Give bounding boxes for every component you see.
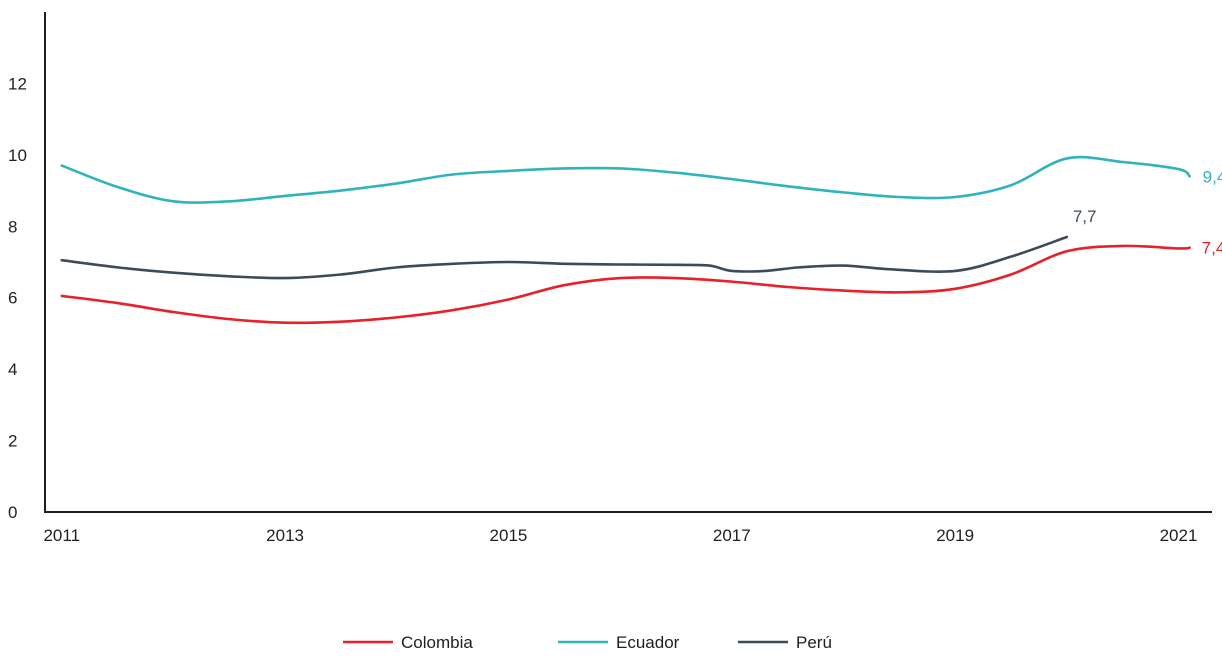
legend: Colombia Ecuador Perú — [343, 633, 832, 652]
y-tick-label: 10 — [8, 146, 27, 165]
x-tick-label: 2021 — [1160, 526, 1198, 545]
x-tick-label: 2017 — [713, 526, 751, 545]
x-tick-label: 2013 — [266, 526, 304, 545]
y-tick-label: 0 — [8, 503, 17, 522]
y-tick-labels: 0 2 4 6 8 10 12 — [8, 74, 27, 522]
legend-label-peru: Perú — [796, 633, 832, 652]
x-tick-labels: 2011 2013 2015 2017 2019 2021 — [43, 526, 1197, 545]
y-tick-label: 6 — [8, 289, 17, 308]
x-tick-label: 2015 — [490, 526, 528, 545]
series-line-colombia — [60, 244, 1191, 325]
series-line-peru — [60, 235, 1069, 280]
y-tick-label: 2 — [8, 432, 17, 451]
legend-label-colombia: Colombia — [401, 633, 473, 652]
end-labels: 7,4 9,4 7,7 — [1073, 167, 1222, 257]
end-label-ecuador: 9,4 — [1203, 167, 1222, 186]
series-line-ecuador — [60, 155, 1191, 204]
y-tick-label: 8 — [8, 217, 17, 236]
end-label-colombia: 7,4 — [1202, 239, 1222, 258]
y-tick-label: 4 — [8, 360, 17, 379]
x-tick-label: 2011 — [43, 526, 80, 545]
axes — [44, 12, 1212, 513]
x-tick-label: 2019 — [936, 526, 974, 545]
legend-label-ecuador: Ecuador — [616, 633, 680, 652]
end-label-peru: 7,7 — [1073, 207, 1097, 226]
series-lines — [60, 155, 1191, 325]
y-tick-label: 12 — [8, 74, 27, 93]
